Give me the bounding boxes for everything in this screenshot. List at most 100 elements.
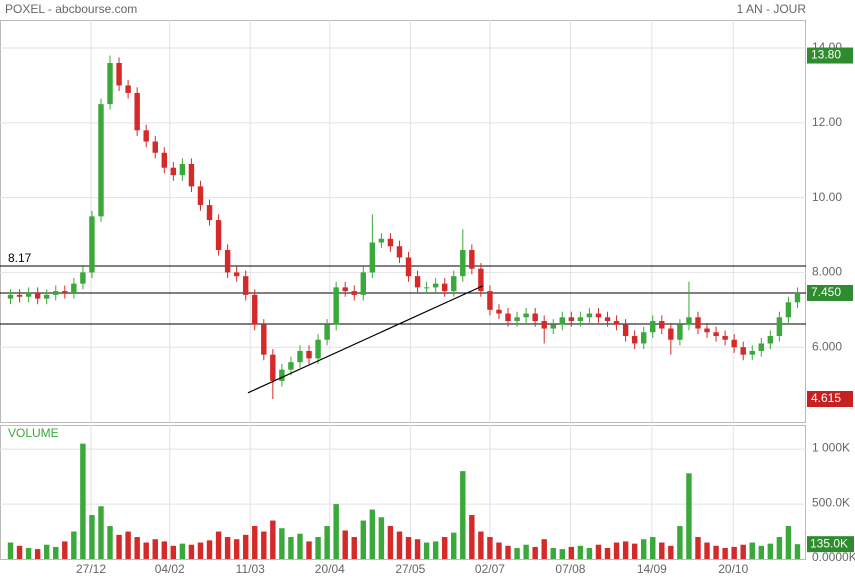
price-marker-label: 13.80	[811, 48, 841, 62]
candle-body	[532, 313, 538, 322]
candle-body	[577, 317, 584, 322]
volume-bar	[405, 537, 412, 559]
candle-body	[116, 63, 122, 86]
volume-bar	[550, 548, 556, 559]
candle-body	[342, 287, 348, 292]
volume-bar	[233, 539, 240, 559]
volume-bar	[659, 542, 665, 559]
candle-body	[405, 257, 412, 277]
volume-bar	[170, 545, 177, 559]
volume-bar	[722, 548, 728, 559]
candle-body	[270, 354, 276, 381]
candle-body	[179, 163, 186, 176]
candle-body	[107, 63, 113, 105]
volume-bar	[595, 544, 602, 559]
volume-bar	[116, 534, 122, 559]
volume-bar	[315, 537, 321, 559]
candle-body	[152, 141, 158, 153]
candle-body	[550, 324, 556, 329]
candle-body	[252, 294, 258, 325]
volume-bar	[387, 526, 394, 559]
candle-body	[288, 362, 294, 370]
volume-bar	[53, 546, 59, 559]
volume-bar	[279, 528, 285, 559]
volume-bar	[261, 531, 267, 559]
volume-bar	[43, 544, 50, 559]
volume-bar	[731, 546, 737, 559]
volume-bar	[749, 542, 755, 559]
candle-body	[43, 294, 50, 299]
y-tick-label: 6.000	[812, 339, 842, 353]
candle-body	[134, 92, 140, 131]
volume-bar	[89, 515, 95, 559]
candle-body	[568, 317, 575, 322]
candle-body	[279, 369, 285, 381]
volume-bar	[134, 537, 140, 559]
volume-bar	[758, 545, 765, 559]
candle-body	[71, 283, 77, 293]
volume-marker-label: 135.0K	[810, 536, 848, 550]
volume-bar	[740, 544, 746, 559]
y-tick-label: 10.00	[812, 190, 842, 204]
price-panel	[0, 20, 806, 423]
volume-bar	[686, 473, 692, 559]
volume-bar	[460, 471, 466, 559]
candle-body	[496, 309, 502, 314]
x-tick-label: 11/03	[236, 562, 265, 576]
volume-bar	[197, 542, 204, 559]
volume-bar	[270, 520, 276, 559]
volume-bar	[523, 544, 529, 559]
candle-body	[478, 268, 484, 292]
volume-bar	[179, 543, 186, 559]
candle-body	[613, 321, 620, 325]
volume-bar	[143, 542, 149, 559]
candle-body	[396, 246, 403, 258]
volume-tick-label: 1 000K	[812, 440, 850, 454]
candle-body	[224, 249, 231, 273]
candle-body	[785, 302, 792, 318]
candle-body	[89, 216, 95, 273]
y-tick-label: 12.00	[812, 115, 842, 129]
volume-bar	[586, 548, 593, 559]
volume-bar	[288, 537, 294, 559]
price-marker	[807, 47, 853, 64]
candle-body	[731, 339, 737, 348]
volume-bar	[80, 443, 86, 559]
candle-body	[98, 104, 104, 217]
candle-body	[324, 324, 330, 340]
price-marker	[807, 284, 853, 301]
volume-bar	[306, 541, 312, 559]
price-marker-label: 4.615	[811, 391, 841, 405]
candle-body	[62, 291, 68, 293]
candle-body	[695, 317, 701, 329]
x-tick-label: 27/12	[76, 562, 106, 576]
candle-body	[188, 163, 195, 187]
volume-bar	[568, 546, 575, 559]
volume-bar	[423, 542, 430, 559]
volume-bar	[631, 543, 638, 559]
candle-body	[197, 186, 204, 206]
candle-body	[722, 335, 728, 340]
candle-body	[378, 238, 385, 243]
candle-body	[432, 283, 439, 288]
volume-bar	[441, 537, 448, 559]
candle-body	[659, 321, 665, 329]
volume-bar	[613, 542, 620, 559]
x-tick-label: 02/07	[475, 562, 505, 576]
candle-body	[758, 343, 765, 351]
volume-bar	[514, 548, 520, 559]
candle-body	[559, 317, 566, 325]
candle-body	[53, 291, 59, 295]
volume-bar	[242, 534, 249, 559]
candle-body	[315, 339, 321, 359]
candle-body	[514, 317, 520, 322]
candle-body	[25, 292, 32, 297]
volume-bar	[16, 545, 23, 559]
candle-body	[451, 276, 457, 292]
volume-bar	[152, 539, 158, 559]
candle-body	[351, 291, 357, 295]
candle-body	[767, 335, 774, 344]
x-tick-label: 07/08	[555, 562, 585, 576]
candle-body	[242, 276, 249, 295]
